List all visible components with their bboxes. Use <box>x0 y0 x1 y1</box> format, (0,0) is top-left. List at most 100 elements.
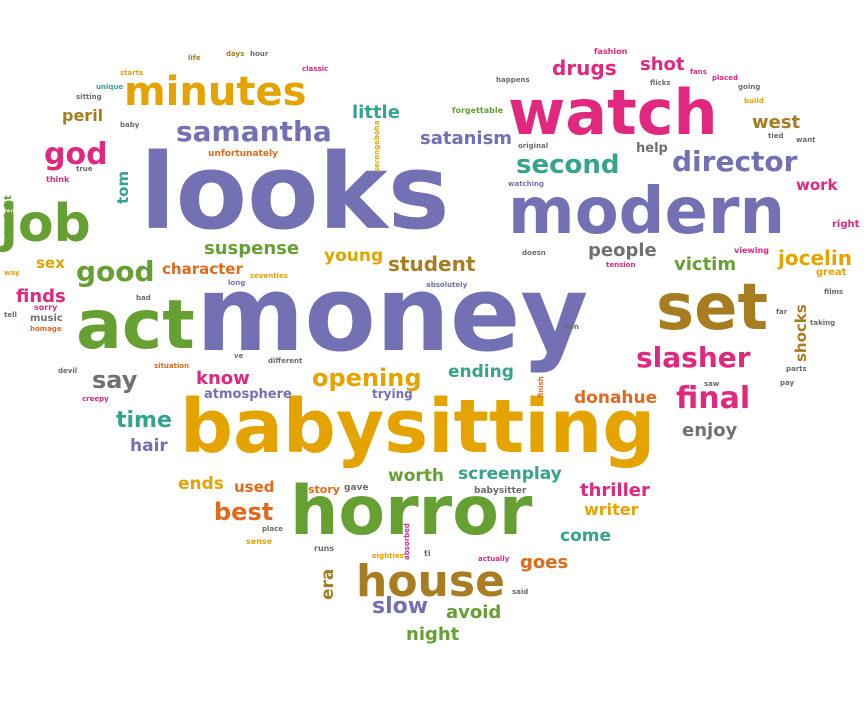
word-enjoy: enjoy <box>682 420 738 441</box>
word-place: place <box>262 525 284 533</box>
word-right: right <box>832 219 860 230</box>
word-devil: devil <box>58 367 78 375</box>
word-forgettable: forgettable <box>452 106 504 115</box>
word-director: director <box>672 145 798 178</box>
word-homage: homage <box>30 325 62 333</box>
word-think: think <box>46 175 70 184</box>
word-actually: said <box>512 588 529 596</box>
word-time: time <box>116 408 172 433</box>
word-films: films <box>824 288 844 296</box>
word-screenplay: screenplay <box>458 464 562 484</box>
word-watch: watch <box>508 76 718 149</box>
word-shocks: shocks <box>792 304 810 362</box>
word-young: young <box>324 246 384 266</box>
word-slow: slow <box>372 594 429 619</box>
word-set: set <box>656 271 769 345</box>
word-horror: horror <box>290 472 533 551</box>
word-sense: sense <box>246 537 273 546</box>
word-samantha: samantha <box>176 115 332 148</box>
word-different: different <box>268 357 303 365</box>
word-job: job <box>0 194 91 254</box>
word-second: second <box>516 150 620 180</box>
word-life: life <box>188 54 201 62</box>
word-finish: finish <box>537 376 545 398</box>
word-story: story <box>308 483 340 496</box>
word-worth: worth <box>388 466 444 486</box>
word-true: true <box>76 165 93 173</box>
word-eighties: eighties <box>372 552 404 560</box>
word-good: good <box>76 255 155 288</box>
word-sex: sex <box>36 254 65 272</box>
word-writer: writer <box>584 500 639 519</box>
word-saw: saw <box>704 380 720 388</box>
word-serengeboha: serengeboha <box>373 120 381 172</box>
word-sitting: sitting <box>76 93 102 101</box>
word-know: know <box>196 368 250 389</box>
word-watching: watching <box>508 180 545 188</box>
word-baby: baby <box>120 121 140 129</box>
word-babysitting: babysitting <box>180 384 656 470</box>
word-work: work <box>796 176 838 194</box>
word-going: going <box>738 83 761 91</box>
word-ending: ending <box>448 362 514 382</box>
word-tell: tell <box>4 311 17 319</box>
word-money: money <box>196 253 589 375</box>
word-don: don <box>564 323 579 331</box>
word-avoid: avoid <box>446 602 502 623</box>
word-way: way <box>4 269 20 277</box>
word-suspense: suspense <box>204 238 300 259</box>
word-tom: tom <box>114 170 132 204</box>
word-days: days <box>226 50 245 58</box>
word-tension: tension <box>606 261 636 269</box>
word-absolutely: absolutely <box>426 281 468 289</box>
word-victim: victim <box>674 254 737 275</box>
word-original: original <box>518 142 549 150</box>
word-taking: taking <box>810 319 836 327</box>
word-left: absorbed <box>403 523 411 560</box>
word-unique: unique <box>96 83 124 91</box>
word-thriller: thriller <box>580 480 650 501</box>
word-satanism: satanism <box>420 128 513 149</box>
word-bad: bad <box>136 294 151 302</box>
word-tied: tied <box>768 132 784 140</box>
word-ti: actually <box>478 555 510 563</box>
word-build: build <box>744 97 764 105</box>
word-minutes: minutes <box>124 69 307 115</box>
word-hair: hair <box>130 436 168 456</box>
word-looks: looks <box>140 131 450 253</box>
word-era: era <box>318 568 338 600</box>
word-doesn: doesn <box>522 249 546 257</box>
word-slasher: slasher <box>636 341 751 374</box>
word-little: little <box>352 102 400 123</box>
word-peril: peril <box>62 106 104 125</box>
word-starts: starts <box>120 69 144 77</box>
word-people: people <box>588 240 657 261</box>
word-drugs: drugs <box>552 56 617 80</box>
word-classic: classic <box>302 65 329 73</box>
word-act: act <box>76 286 195 365</box>
word-sorry: sorry <box>34 303 58 312</box>
word-final: final <box>676 381 751 416</box>
word-atmosphere: atmosphere <box>204 387 292 402</box>
word-house: house <box>356 556 505 607</box>
word-music: music <box>30 313 63 324</box>
word-say: say <box>92 366 138 394</box>
word-come: come <box>560 526 611 546</box>
word-unfortunately: unfortunately <box>208 149 278 159</box>
word-creepy: creepy <box>82 395 109 403</box>
word-ends: ends <box>178 474 224 494</box>
word-straight: straight <box>3 195 14 240</box>
word-best: best <box>214 498 274 526</box>
word-absorbed: ti <box>424 549 431 558</box>
word-jocelin: jocelin <box>778 246 852 270</box>
word-viewing: viewing <box>734 246 769 255</box>
word-shot: shot <box>640 54 685 75</box>
word-finds: finds <box>16 286 66 307</box>
word-far: far <box>776 308 788 316</box>
word-long: long <box>228 279 246 287</box>
word-parts: parts <box>786 365 807 373</box>
word-help: help <box>636 141 668 156</box>
word-fashion: fashion <box>594 47 628 56</box>
word-flicks: flicks <box>650 79 671 87</box>
word-student: student <box>388 252 476 276</box>
